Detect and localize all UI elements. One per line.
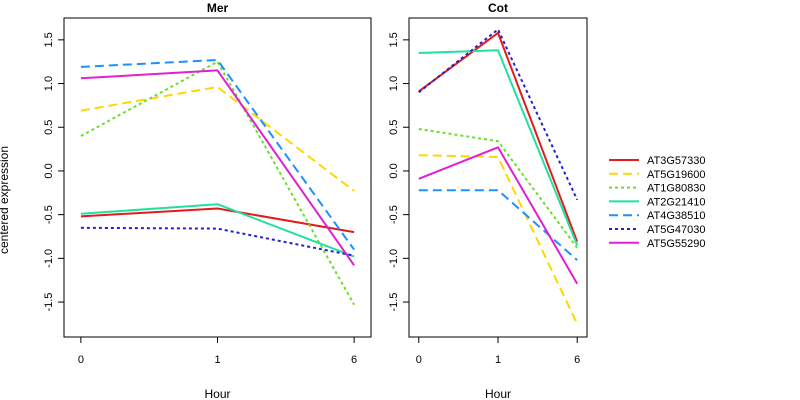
y-tick-label: 1.0 bbox=[43, 76, 55, 91]
y-tick-label: 0.5 bbox=[43, 120, 55, 135]
series-line-at2g21410 bbox=[418, 49, 579, 246]
y-tick-label: -0.5 bbox=[388, 205, 400, 224]
legend-label: AT4G38510 bbox=[647, 210, 706, 222]
series-line-at1g80830 bbox=[80, 60, 355, 306]
chart-panels: Mer -1.5 -1.0 -0.5 0.0 0.5 1.0 1.5 0 1 6 Hour Cot -1.… bbox=[43, 1, 588, 400]
panel-title: Cot bbox=[488, 1, 508, 15]
y-tick-label: 0.5 bbox=[388, 120, 400, 135]
legend-label: AT5G19600 bbox=[647, 169, 706, 181]
series-line-at4g38510 bbox=[418, 189, 578, 261]
legend-item: AT3G57330 bbox=[609, 155, 706, 167]
series-line-at5g55290 bbox=[80, 69, 355, 266]
series-line-at3g57330 bbox=[80, 207, 355, 234]
x-tick-label: 0 bbox=[78, 354, 84, 366]
series-line-at4g38510 bbox=[80, 59, 355, 251]
panel-title: Mer bbox=[207, 1, 229, 15]
series-line-at5g55290 bbox=[418, 146, 579, 285]
y-tick-label: -1.5 bbox=[43, 293, 55, 312]
y-tick-label: 0.0 bbox=[388, 163, 400, 178]
legend-item: AT5G47030 bbox=[609, 224, 706, 236]
legend-label: AT2G21410 bbox=[647, 196, 706, 208]
series-line-at1g80830 bbox=[418, 128, 579, 249]
legend-item: AT5G19600 bbox=[609, 169, 706, 181]
x-tick-label: 0 bbox=[416, 354, 422, 366]
y-tick-label: 0.0 bbox=[43, 163, 55, 178]
y-tick-label: 1.5 bbox=[43, 32, 55, 47]
legend-item: AT5G55290 bbox=[609, 238, 706, 250]
y-tick-label: -0.5 bbox=[43, 205, 55, 224]
x-axis-label: Hour bbox=[485, 387, 511, 400]
panel-cot: Cot -1.5 -1.0 -0.5 0.0 0.5 1.0 1.5 0 1 6 Hour bbox=[388, 1, 588, 400]
x-tick-label: 1 bbox=[214, 354, 220, 366]
series-line-at3g57330 bbox=[418, 31, 579, 243]
legend-label: AT5G55290 bbox=[647, 238, 706, 250]
x-tick-label: 6 bbox=[351, 354, 357, 366]
legend-item: AT1G80830 bbox=[609, 183, 706, 195]
legend-label: AT5G47030 bbox=[647, 224, 706, 236]
x-tick-label: 1 bbox=[495, 354, 501, 366]
y-tick-label: 1.5 bbox=[388, 32, 400, 47]
series-line-at5g47030 bbox=[418, 28, 579, 201]
series-line-at2g21410 bbox=[80, 203, 355, 258]
y-tick-label: -1.0 bbox=[388, 249, 400, 268]
legend-item: AT4G38510 bbox=[609, 210, 706, 222]
y-tick-label: 1.0 bbox=[388, 76, 400, 91]
y-axis-label: centered expression bbox=[0, 146, 11, 254]
x-tick-label: 6 bbox=[574, 354, 580, 366]
legend-label: AT3G57330 bbox=[647, 155, 706, 167]
series-line-at5g19600 bbox=[418, 154, 579, 325]
y-tick-label: -1.0 bbox=[43, 249, 55, 268]
y-tick-label: -1.5 bbox=[388, 293, 400, 312]
series-line-at5g19600 bbox=[80, 86, 355, 192]
panel-mer: Mer -1.5 -1.0 -0.5 0.0 0.5 1.0 1.5 0 1 6 Hour bbox=[43, 1, 372, 400]
series-line-at5g47030 bbox=[80, 226, 355, 257]
x-axis-label: Hour bbox=[204, 387, 230, 400]
legend-item: AT2G21410 bbox=[609, 196, 706, 208]
legend-label: AT1G80830 bbox=[647, 183, 706, 195]
